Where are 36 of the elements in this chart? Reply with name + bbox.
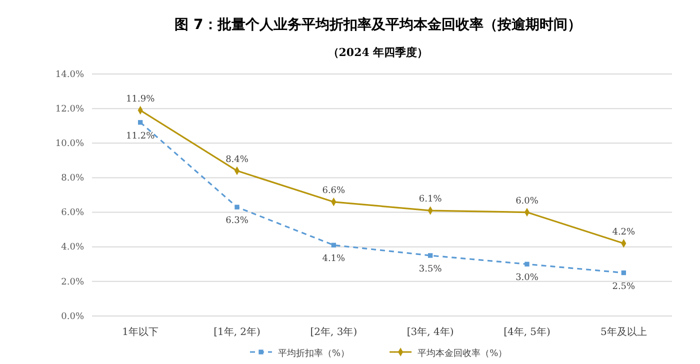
- y-tick-label: 2.0%: [61, 277, 84, 288]
- x-tick-label: 1年以下: [122, 326, 159, 338]
- y-tick-label: 0.0%: [61, 312, 84, 322]
- data-label: 4.1%: [322, 254, 346, 264]
- y-tick-label: 8.0%: [61, 174, 84, 184]
- data-label: 6.1%: [418, 194, 442, 205]
- data-label: 6.3%: [226, 216, 249, 226]
- x-tick-label: [3年, 4年): [406, 326, 454, 338]
- x-tick-label: [2年, 3年): [310, 326, 358, 338]
- y-tick-label: 4.0%: [61, 242, 84, 253]
- data-label: 3.0%: [516, 273, 539, 284]
- x-tick-label: [1年, 2年): [214, 326, 261, 338]
- data-label: 2.5%: [612, 282, 636, 292]
- y-tick-label: 12.0%: [55, 104, 84, 114]
- point: [621, 270, 626, 276]
- data-label: 8.4%: [226, 154, 249, 165]
- legend-label: 平均折扣率（%）: [278, 348, 350, 359]
- point: [428, 253, 433, 258]
- data-label: 11.2%: [126, 131, 156, 142]
- x-tick-label: [4年, 5年): [504, 326, 551, 338]
- data-label: 6.6%: [322, 186, 346, 196]
- point: [234, 204, 240, 210]
- data-label: 4.2%: [612, 227, 636, 238]
- x-tick-label: 5年及以上: [600, 326, 647, 338]
- chart-title: 图 7：批量个人业务平均折扣率及平均本金回收率（按逾期时间）: [174, 16, 582, 33]
- data-label: 3.5%: [418, 264, 442, 274]
- legend-label: 平均本金回收率（%）: [418, 348, 508, 359]
- data-label: 6.0%: [516, 196, 539, 206]
- point: [138, 120, 143, 125]
- data-label: 11.9%: [126, 94, 156, 104]
- y-tick-label: 10.0%: [55, 139, 84, 150]
- chart-subtitle: （2024 年四季度）: [328, 46, 428, 59]
- y-tick-label: 6.0%: [61, 208, 84, 218]
- point: [524, 262, 530, 266]
- y-tick-label: 14.0%: [55, 70, 84, 80]
- point: [331, 242, 336, 248]
